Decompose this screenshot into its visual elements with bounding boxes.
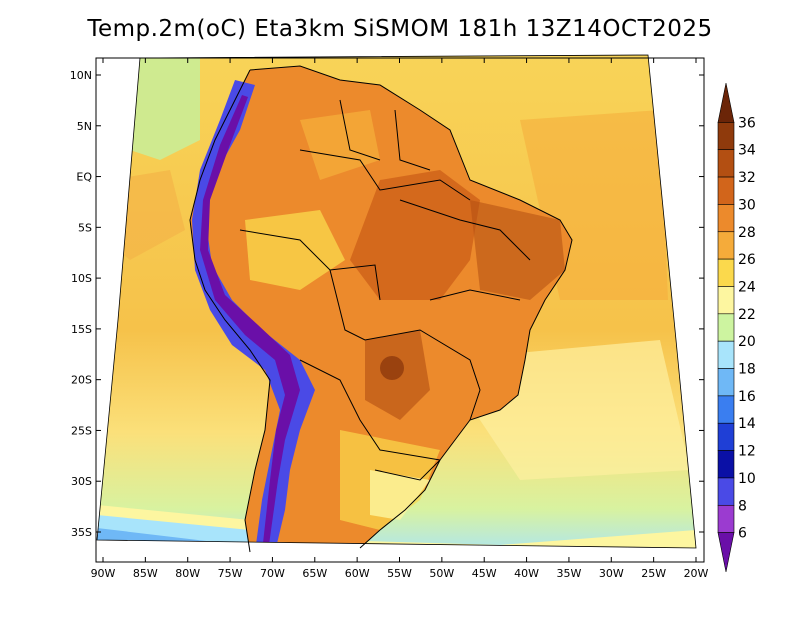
colorbar-label: 8	[738, 498, 747, 514]
colorbar-label: 16	[738, 389, 756, 405]
lat-label: 5S	[78, 221, 92, 234]
lon-label: 65W	[302, 567, 327, 580]
lon-label: 70W	[260, 567, 285, 580]
lat-label: 10N	[70, 69, 92, 82]
colorbar-label: 24	[738, 279, 756, 295]
lat-label: 20S	[71, 374, 92, 387]
colorbar-segment	[717, 450, 735, 479]
colorbar-label: 36	[738, 115, 756, 131]
colorbar-segment	[717, 176, 735, 205]
colorbar-label: 20	[738, 334, 756, 350]
longitude-axis: 90W 85W 80W 75W 70W 65W 60W 55W 50W 45W 40W 35W 30W 2…	[91, 58, 709, 580]
colorbar-segment	[717, 368, 735, 397]
map-domain	[97, 55, 696, 548]
lon-label: 20W	[684, 567, 709, 580]
domain-outline	[96, 54, 697, 549]
colorbar-bottom-arrow	[717, 532, 735, 573]
colorbar-segment	[717, 204, 735, 233]
lat-label: 35S	[71, 526, 92, 539]
lat-label: 25S	[71, 424, 92, 437]
lon-label: 75W	[218, 567, 243, 580]
lat-label: 30S	[71, 475, 92, 488]
colorbar-segment	[717, 149, 735, 178]
colorbar-top-arrow	[717, 82, 735, 123]
lon-label: 30W	[599, 567, 624, 580]
lon-label: 90W	[91, 567, 116, 580]
colorbar-label: 14	[738, 416, 756, 432]
colorbar-segment	[717, 504, 735, 533]
colorbar-label: 34	[738, 143, 756, 159]
colorbar-segment	[717, 422, 735, 451]
lat-label: EQ	[76, 171, 92, 184]
colorbar-label: 32	[738, 170, 756, 186]
colorbar-label: 22	[738, 307, 756, 323]
lon-label: 85W	[133, 567, 158, 580]
colorbar: 36 34 32 30 28 26 24 22 20 18 16 14 12 10 8 6	[717, 82, 756, 573]
colorbar-label: 10	[738, 471, 756, 487]
colorbar-segment	[717, 340, 735, 369]
colorbar-segment	[717, 231, 735, 260]
colorbar-label: 30	[738, 197, 756, 213]
colorbar-segment	[717, 286, 735, 315]
lon-label: 35W	[556, 567, 581, 580]
latitude-axis: 10N 5N EQ 5S 10S 15S 20S 25S 30S 35S	[70, 69, 704, 539]
colorbar-label: 28	[738, 225, 756, 241]
lat-label: 15S	[71, 323, 92, 336]
colorbar-segment	[717, 258, 735, 287]
colorbar-label: 12	[738, 444, 756, 460]
colorbar-segment	[717, 313, 735, 342]
lat-label: 10S	[71, 272, 92, 285]
lon-label: 55W	[387, 567, 412, 580]
lon-label: 60W	[345, 567, 370, 580]
colorbar-segment	[717, 477, 735, 506]
lon-label: 50W	[429, 567, 454, 580]
colorbar-segment	[717, 122, 735, 151]
colorbar-segment	[717, 395, 735, 424]
country-borders	[189, 65, 573, 553]
lon-label: 80W	[175, 567, 200, 580]
colorbar-label: 18	[738, 362, 756, 378]
lat-label: 5N	[77, 120, 92, 133]
lon-label: 40W	[514, 567, 539, 580]
lon-label: 25W	[641, 567, 666, 580]
map-title: Temp.2m(oC) Eta3km SiSMOM 181h 13Z14OCT2…	[87, 16, 713, 42]
lon-label: 45W	[472, 567, 497, 580]
colorbar-label: 26	[738, 252, 756, 268]
colorbar-label: 6	[738, 526, 747, 542]
